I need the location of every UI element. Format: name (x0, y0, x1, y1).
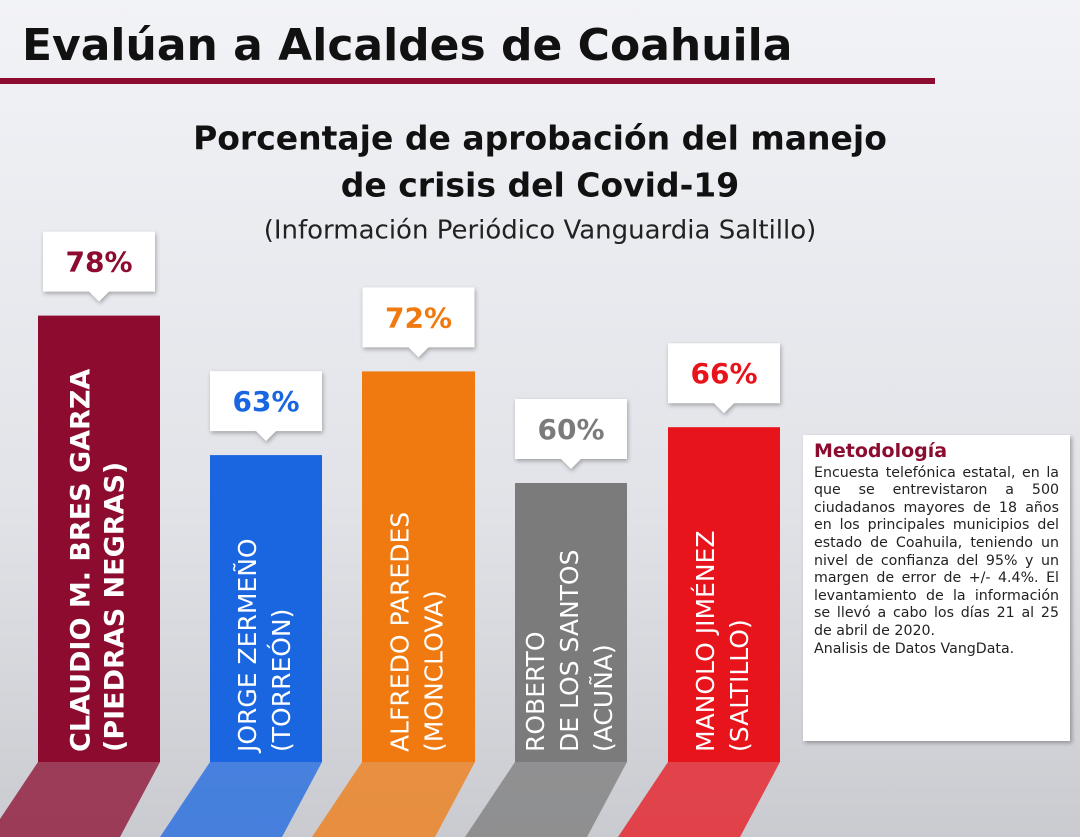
value-label: 66% (690, 357, 757, 390)
category-label: (MONCLOVA) (420, 590, 449, 752)
label-box (362, 287, 475, 358)
methodology-title: Metodología (814, 440, 948, 462)
value-label: 78% (65, 246, 132, 279)
label-box (668, 343, 780, 414)
page-title: Evalúan a Alcaldes de Coahuila (22, 20, 792, 71)
label-box (515, 399, 627, 469)
methodology-text: Encuesta telefónica estatal, en la que s… (814, 464, 1059, 639)
methodology-box: Metodología Encuesta telefónica estatal,… (803, 435, 1070, 741)
category-label: (PIEDRAS NEGRAS) (100, 462, 131, 752)
methodology-credit: Analisis de Datos VangData. (814, 640, 1015, 657)
chart-subtitle: (Información Periódico Vanguardia Saltil… (264, 216, 817, 246)
category-label: (ACUÑA) (588, 644, 618, 752)
value-label: 60% (537, 413, 604, 446)
label-box (210, 371, 322, 442)
bar-shadow (618, 762, 780, 837)
bar-shadow (465, 762, 627, 837)
category-label: JORGE ZERMEÑO (232, 538, 262, 754)
bar (515, 483, 627, 762)
category-label: (SALTILLO) (725, 619, 754, 752)
bar (38, 315, 160, 762)
category-label: MANOLO JIMÉNEZ (691, 531, 720, 752)
category-label: DE LOS SANTOS (555, 550, 584, 752)
chart-title: de crisis del Covid-19 (341, 166, 739, 205)
category-label: ROBERTO (521, 632, 550, 753)
title-rule (0, 78, 935, 84)
bar-shadow (0, 762, 160, 837)
category-label: ALFREDO PAREDES (386, 512, 415, 752)
bar-shadow (160, 762, 322, 837)
label-box (43, 231, 155, 302)
category-label: (TORREÓN) (266, 609, 296, 752)
chart-title: Porcentaje de aprobación del manejo (193, 119, 887, 158)
value-label: 72% (385, 301, 452, 334)
category-label: CLAUDIO M. BRES GARZA (66, 369, 97, 752)
bar (210, 455, 322, 762)
value-label: 63% (232, 385, 299, 418)
bar (668, 427, 780, 762)
bar (362, 371, 475, 762)
bar-shadow (312, 762, 475, 837)
